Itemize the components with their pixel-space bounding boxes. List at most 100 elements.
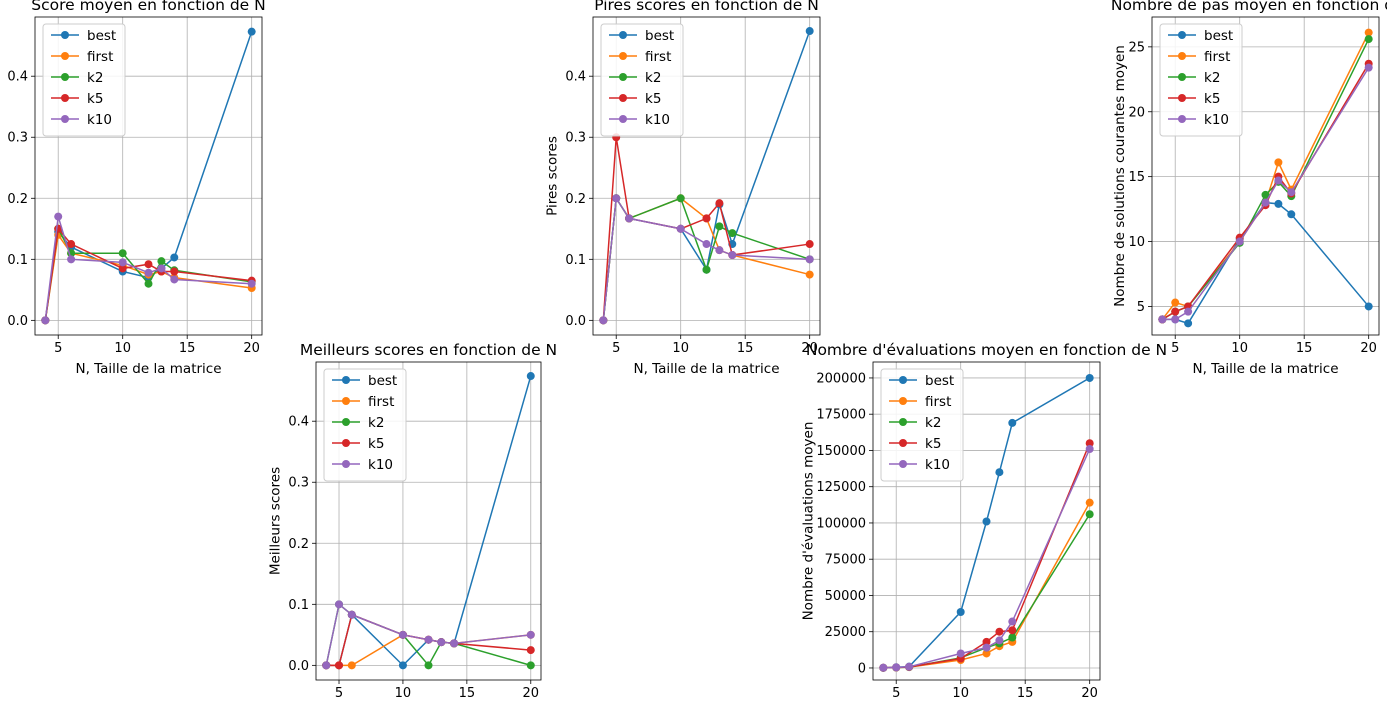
- data-point-k10: [437, 638, 446, 647]
- legend-box: [42, 23, 126, 137]
- data-point-k10: [144, 268, 153, 277]
- plot-frame: [872, 361, 1101, 681]
- data-point-k2: [157, 257, 166, 266]
- plot-frame: [1151, 16, 1380, 336]
- x-tick-label: 10: [395, 686, 412, 701]
- chart-pires-scores: 5 10 15 20 0.0 0.1 0.2 0.3 0.4 Pires scores en fo…: [545, 0, 821, 377]
- y-tick-label: 0.1: [565, 253, 586, 268]
- y-tick-label: 175000: [816, 408, 866, 423]
- legend-marker-k10: [342, 460, 350, 468]
- chart-title: Nombre d'évaluations moyen en fonction d…: [806, 341, 1167, 359]
- legend-marker-best: [619, 31, 627, 39]
- x-tick-label: 15: [1017, 686, 1034, 701]
- legend-marker-k5: [899, 439, 907, 447]
- series-line-k2: [325, 602, 531, 667]
- data-point-first: [1364, 28, 1373, 37]
- data-point-k2: [1008, 633, 1017, 642]
- y-tick-label: 150000: [816, 444, 866, 459]
- data-point-k5: [1085, 439, 1094, 448]
- chart-nombre-evaluations: 5 10 15 20 0 25000 50000 75000 100000 125000 15000…: [800, 341, 1167, 701]
- data-point-k5: [1171, 307, 1180, 316]
- data-point-k10: [982, 643, 991, 652]
- legend-marker-first: [61, 52, 69, 60]
- data-point-k10: [450, 639, 459, 648]
- legend-label-k2: k2: [368, 415, 384, 431]
- y-tick-label: 20: [1128, 105, 1145, 120]
- x-tick-label: 15: [459, 686, 476, 701]
- y-tick-label: 200000: [816, 371, 866, 386]
- legend-label-k5: k5: [1204, 91, 1220, 107]
- legend-label-first: first: [368, 394, 394, 410]
- data-point-best: [1008, 418, 1017, 427]
- data-point-k5: [1008, 626, 1017, 635]
- data-point-k10: [905, 662, 914, 671]
- y-tick-label: 75000: [825, 553, 866, 568]
- data-point-k5: [67, 240, 76, 249]
- data-point-k2: [728, 229, 737, 238]
- data-point-k10: [676, 224, 685, 233]
- x-tick-label: 5: [1171, 341, 1179, 356]
- x-tick-label: 20: [522, 686, 539, 701]
- data-point-k10: [67, 255, 76, 264]
- x-tick-label: 5: [892, 686, 900, 701]
- data-point-k10: [612, 194, 621, 203]
- data-point-k5: [335, 661, 344, 670]
- data-point-k2: [702, 265, 711, 274]
- plot-frame: [34, 16, 263, 336]
- legend: best first k2 k5 k10: [880, 368, 964, 482]
- x-axis-label: N, Taille de la matrice: [75, 361, 221, 377]
- legend-marker-best: [1178, 31, 1186, 39]
- data-point-k10: [247, 279, 256, 288]
- legend-marker-first: [1178, 52, 1186, 60]
- data-point-best: [526, 372, 535, 381]
- legend-marker-k10: [619, 115, 627, 123]
- data-point-k5: [715, 199, 724, 208]
- y-axis-label: Meilleurs scores: [268, 467, 284, 575]
- data-point-k10: [118, 258, 127, 267]
- chart-nombre-de-pas: 5 10 15 20 5 10 15 20 25 Nombre de pas moyen en f…: [1111, 0, 1387, 377]
- y-tick-label: 50000: [825, 589, 866, 604]
- y-tick-label: 0.4: [565, 70, 586, 85]
- x-tick-label: 20: [243, 341, 260, 356]
- data-point-k10: [1171, 315, 1180, 324]
- data-point-best: [170, 253, 179, 262]
- legend-marker-k10: [899, 460, 907, 468]
- legend-label-k5: k5: [645, 91, 661, 107]
- data-point-first: [1171, 298, 1180, 307]
- x-tick-label: 20: [1081, 686, 1098, 701]
- data-point-k5: [982, 637, 991, 646]
- legend-marker-first: [899, 397, 907, 405]
- legend-marker-k2: [342, 418, 350, 426]
- y-tick-label: 0.2: [565, 192, 586, 207]
- legend-marker-k5: [342, 439, 350, 447]
- chart-title: Nombre de pas moyen en fonction de N: [1111, 0, 1387, 14]
- y-tick-label: 25000: [825, 625, 866, 640]
- legend-marker-first: [342, 397, 350, 405]
- x-tick-label: 5: [54, 341, 62, 356]
- data-point-k5: [805, 240, 814, 249]
- x-tick-label: 20: [801, 341, 818, 356]
- data-point-k10: [322, 661, 331, 670]
- data-point-best: [1085, 373, 1094, 382]
- data-point-first: [347, 661, 356, 670]
- data-point-k2: [1085, 510, 1094, 519]
- legend-label-k10: k10: [645, 112, 670, 128]
- y-tick-label: 0: [858, 661, 866, 676]
- y-tick-label: 0.1: [288, 598, 309, 613]
- legend-marker-k5: [619, 94, 627, 102]
- y-axis-label: Nombre d'évaluations moyen: [800, 422, 816, 621]
- chart-meilleurs-scores: 5 10 15 20 0.0 0.1 0.2 0.3 0.4 Meilleurs scores e…: [268, 341, 557, 701]
- data-point-k10: [170, 275, 179, 284]
- y-tick-label: 0.1: [7, 253, 28, 268]
- data-point-k10: [1287, 188, 1296, 197]
- data-point-k5: [995, 627, 1004, 636]
- x-tick-label: 10: [1231, 341, 1248, 356]
- data-point-k10: [1364, 63, 1373, 72]
- data-point-k10: [41, 316, 50, 325]
- data-point-k10: [599, 316, 608, 325]
- legend-marker-k2: [619, 73, 627, 81]
- legend-label-k10: k10: [1204, 112, 1229, 128]
- y-tick-label: 0.2: [288, 537, 309, 552]
- series-line-k10: [44, 216, 252, 321]
